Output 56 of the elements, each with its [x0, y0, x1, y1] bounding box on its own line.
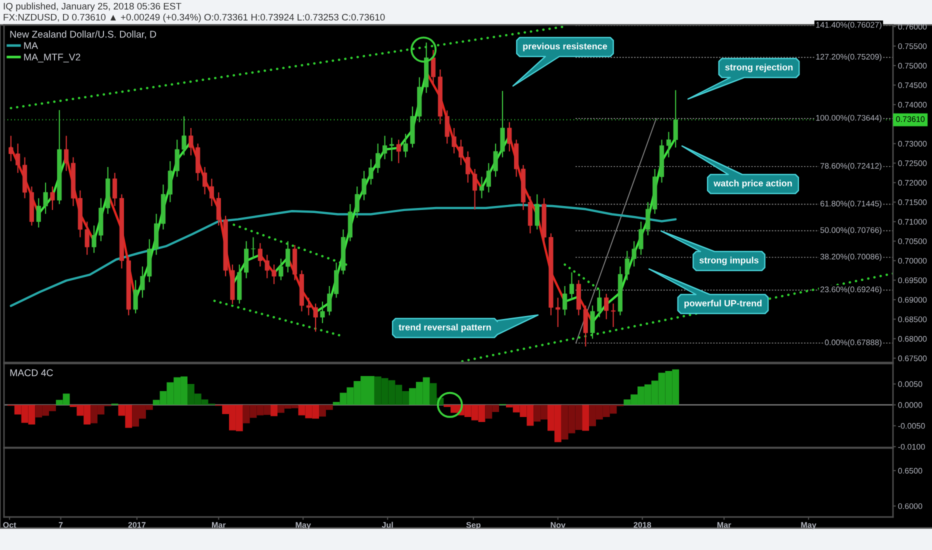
y-tick-label: 0.68000 — [898, 336, 927, 342]
y-tick-label: 0.74000 — [898, 102, 927, 108]
ref-line-label: 0.73610 — [896, 116, 925, 122]
annotation: powerful UP-trend — [684, 300, 762, 308]
text: IQ published, January 25, 2018 05:36 EST — [4, 2, 182, 12]
x-tick-label: 2017 — [128, 522, 146, 528]
y-tick-label: 0.75000 — [898, 62, 927, 69]
annotation: 23.60%(0.69246) — [820, 286, 882, 294]
y-tick-label: 0.71000 — [898, 218, 927, 225]
annotation: 127.20%(0.75209) — [816, 54, 882, 62]
y-tick-label: 0.71500 — [898, 199, 927, 206]
text: FX:NZDUSD, D 0.73610 ▲ +0.00249 (+0.34%) O:0.73361 H:0.73924 L:0.73253 C:0.73610 — [4, 14, 385, 22]
y-tick-label: 0.73000 — [898, 140, 927, 147]
legend-label: MA — [24, 42, 38, 49]
y-tick-label: 0.69500 — [898, 277, 927, 284]
y-tick-label: 0.0050 — [898, 381, 922, 387]
x-tick-label: Mar — [717, 522, 732, 528]
y-tick-label: 0.70000 — [898, 258, 927, 264]
annotation: 0.00%(0.67888) — [824, 339, 882, 347]
x-tick-label: 7 — [58, 522, 63, 528]
chart-title: New Zealand Dollar/U.S. Dollar, D — [10, 30, 156, 39]
y-tick-label: 0.68500 — [898, 316, 927, 322]
y-tick-label: 0.72500 — [898, 160, 927, 166]
annotation: 38.20%(0.70086) — [820, 254, 882, 262]
chart-title: MACD 4C — [10, 369, 53, 376]
legend-label: MA_MTF_V2 — [24, 54, 80, 62]
y-tick-label: 0.67500 — [898, 356, 927, 362]
annotation: trend reversal pattern — [398, 324, 491, 332]
x-tick-label: May — [801, 522, 816, 530]
x-tick-label: Sep — [466, 522, 480, 530]
x-tick-label: Jul — [382, 522, 393, 528]
x-tick-label: 2018 — [634, 522, 652, 528]
x-tick-label: Mar — [212, 522, 226, 528]
annotation: 141.40%(0.76027) — [816, 22, 882, 30]
annotation: 78.60%(0.72412) — [820, 162, 882, 170]
y-tick-label: -0.0100 — [898, 444, 925, 450]
annotation: strong rejection — [725, 64, 793, 72]
y-tick-label: 0.6000 — [898, 503, 922, 510]
y-tick-label: 0.72000 — [898, 180, 927, 186]
y-tick-label: -0.0050 — [898, 423, 925, 429]
x-tick-label: May — [296, 522, 311, 530]
y-tick-label: 0.0000 — [898, 402, 922, 408]
annotation: watch price action — [714, 180, 792, 188]
x-tick-label: Nov — [550, 522, 566, 528]
y-tick-label: 0.69000 — [898, 296, 927, 303]
y-tick-label: 0.74500 — [898, 82, 927, 88]
annotation: 100.00%(0.73644) — [816, 114, 882, 122]
annotation: 61.80%(0.71445) — [820, 200, 882, 208]
annotation: 50.00%(0.70766) — [820, 227, 882, 235]
y-tick-label: 0.70500 — [898, 238, 927, 244]
y-tick-label: 0.6500 — [898, 468, 922, 474]
annotation: previous resistence — [523, 42, 608, 52]
annotation: strong impuls — [699, 256, 758, 266]
y-tick-label: 0.75500 — [898, 43, 927, 50]
y-tick-label: 0.76000 — [898, 24, 927, 30]
x-tick-label: Oct — [3, 522, 16, 528]
